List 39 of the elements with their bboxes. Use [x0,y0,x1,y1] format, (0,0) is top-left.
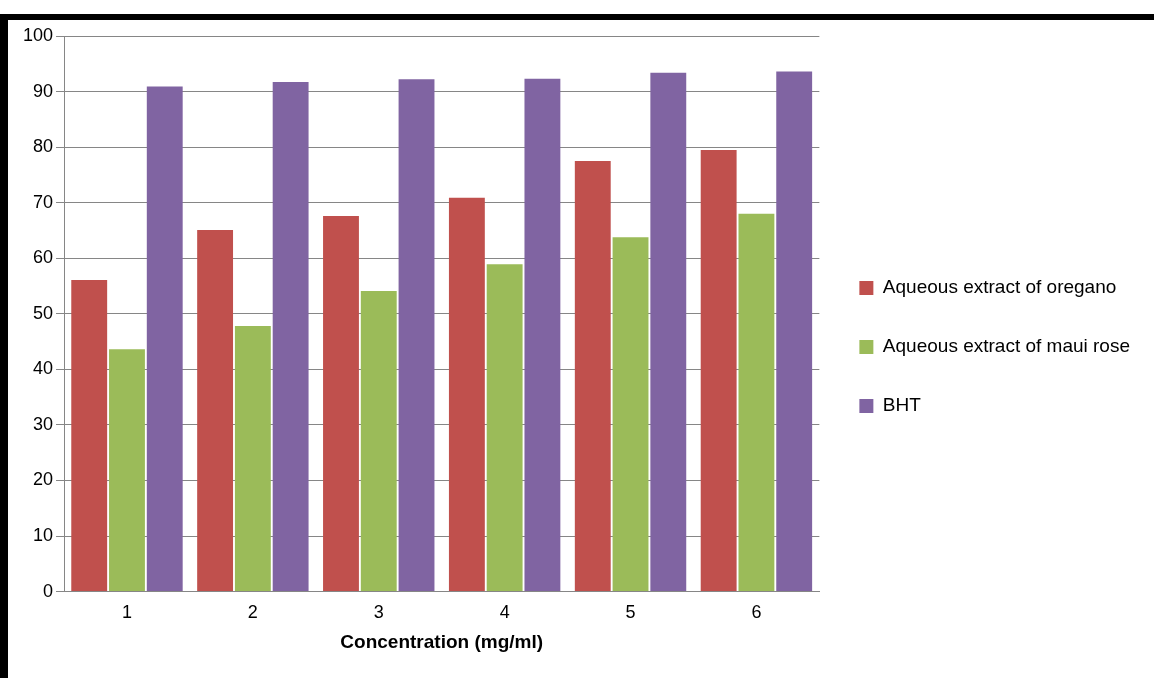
bar [738,213,775,592]
bar [109,349,145,592]
y-tick-label: 20 [33,469,54,490]
bar [71,279,108,592]
bar [700,149,737,592]
x-tick-label: 6 [751,602,762,623]
bar [776,71,813,592]
bar [323,216,359,592]
y-tick-label: 60 [33,247,54,268]
y-tick-label: 0 [43,580,54,601]
y-tick-label: 50 [33,302,54,323]
x-tick-label: 2 [247,602,258,623]
bar [650,72,687,592]
bar [612,237,649,592]
bar [197,229,234,592]
bar [448,197,485,592]
bar [272,82,309,592]
y-tick-label: 40 [33,358,54,379]
bar [360,291,397,592]
x-tick-label: 1 [121,602,132,623]
bar [234,326,271,592]
x-tick-label: 5 [625,602,636,623]
legend-label: Aqueous extract of maui rose [882,335,1131,357]
bar [574,161,611,592]
bar [398,79,435,592]
y-tick-label: 90 [33,80,54,101]
y-tick-label: 100 [22,24,54,45]
bar [524,78,561,592]
x-axis-title: Concentration (mg/ml) [340,630,544,652]
x-tick-label: 3 [373,602,384,623]
bar [146,86,183,592]
y-tick-label: 80 [33,136,54,157]
bar [486,264,523,592]
y-tick-label: 70 [33,191,54,212]
legend-label: Aqueous extract of oregano [882,276,1117,298]
y-tick-label: 30 [33,413,54,434]
x-tick-label: 4 [499,602,510,623]
y-tick-label: 10 [33,525,54,546]
legend-label: BHT [882,394,922,416]
